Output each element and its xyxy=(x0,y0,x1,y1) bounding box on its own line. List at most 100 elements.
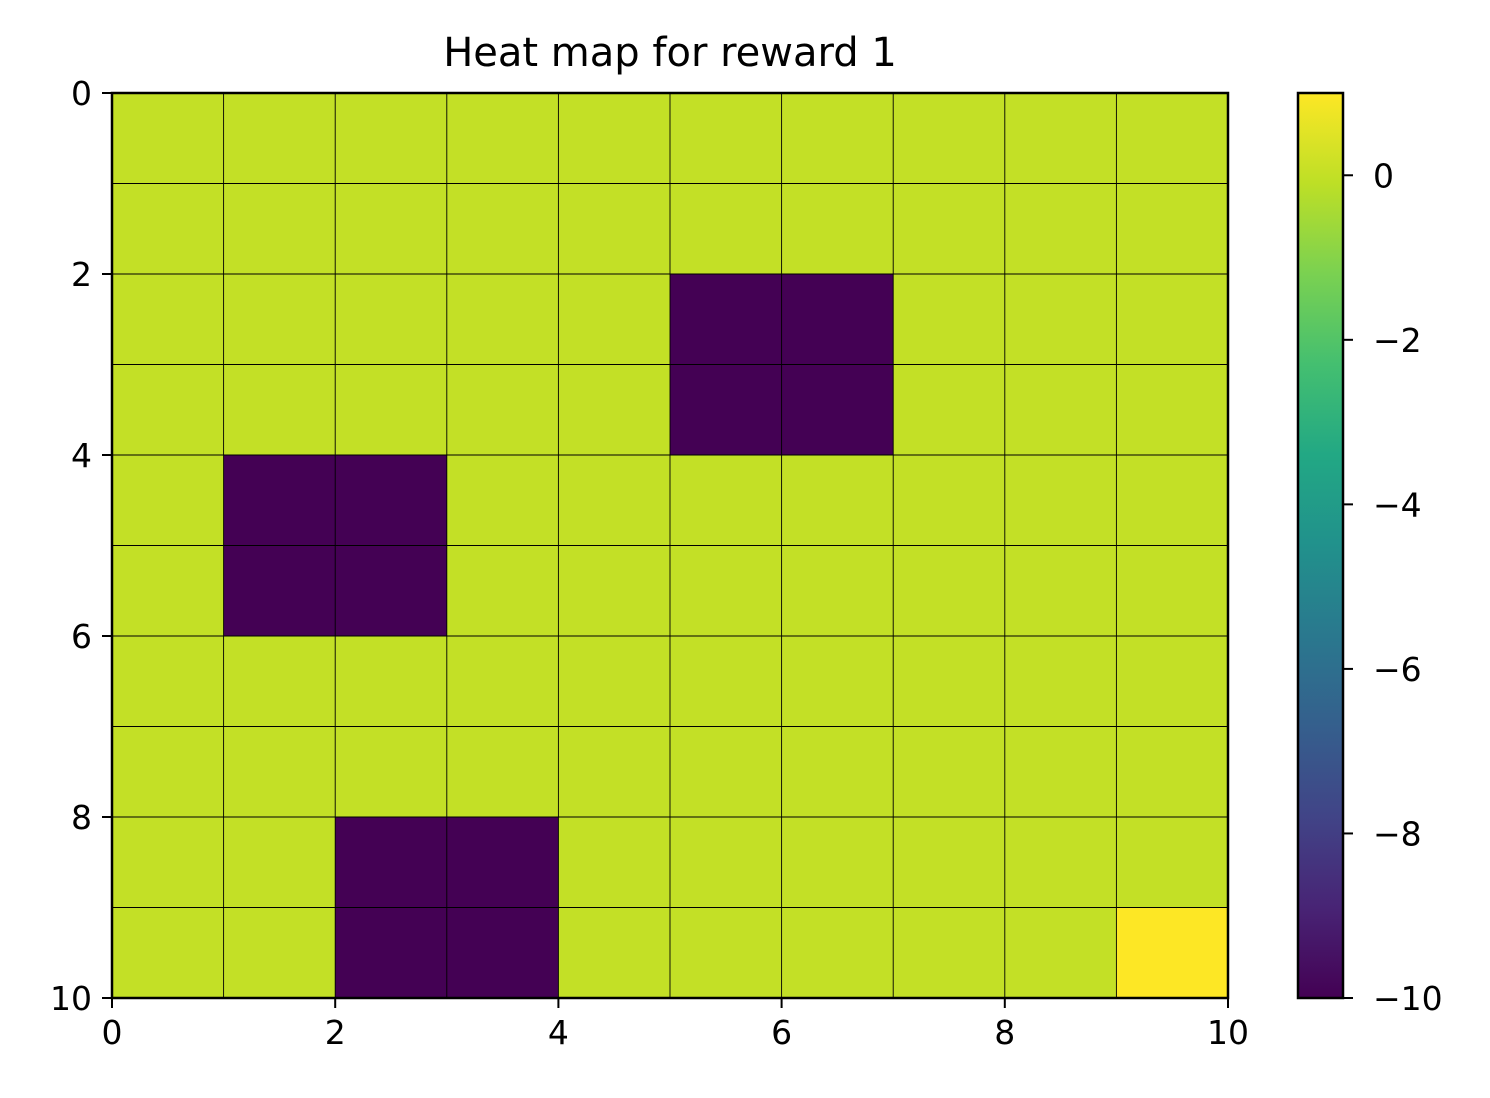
heatmap-cell xyxy=(781,455,894,546)
heatmap-cell xyxy=(558,364,671,456)
plot-frame xyxy=(110,91,1230,1000)
heatmap-cell xyxy=(223,726,336,818)
heatmap-cell xyxy=(223,455,336,546)
heatmap-cell xyxy=(335,455,448,546)
heatmap-cell xyxy=(558,907,671,999)
heatmap-cell xyxy=(335,907,448,999)
heatmap-cell xyxy=(335,274,448,365)
heatmap-cell xyxy=(446,455,559,546)
heatmap-cell xyxy=(893,545,1006,637)
heatmap-cell xyxy=(223,636,336,727)
heatmap-cell xyxy=(112,817,225,908)
x-tick-label: 2 xyxy=(325,1013,346,1052)
grid-lines xyxy=(112,93,1228,998)
y-axis: 0 2 4 6 8 10 xyxy=(50,74,112,1018)
heatmap-cell xyxy=(1004,907,1117,999)
heatmap-cell xyxy=(335,545,448,637)
heatmap-cell xyxy=(558,636,671,727)
heatmap-cell xyxy=(1116,907,1229,999)
heatmap-cell xyxy=(1116,726,1229,818)
heatmap-cell xyxy=(335,817,448,908)
heatmap-cell xyxy=(893,274,1006,365)
y-tick-label: 6 xyxy=(71,617,92,656)
heatmap-cell xyxy=(558,274,671,365)
heatmap-cell xyxy=(893,364,1006,456)
heatmap-cell xyxy=(670,364,783,456)
colorbar: 0 −2 −4 −6 −8 −10 xyxy=(1296,91,1443,1018)
y-tick-label: 10 xyxy=(50,979,92,1018)
heatmap-cell xyxy=(1116,93,1229,184)
heatmap-cell xyxy=(1004,183,1117,275)
heatmap-cell xyxy=(112,183,225,275)
heatmap-cell xyxy=(670,274,783,365)
x-tick-label: 0 xyxy=(102,1013,123,1052)
heatmap-cell xyxy=(1004,455,1117,546)
heatmap-cell xyxy=(112,545,225,637)
heatmap-cell xyxy=(1004,364,1117,456)
heatmap-cell xyxy=(1116,817,1229,908)
colorbar-tick-label: −2 xyxy=(1373,321,1422,360)
heatmap-cell xyxy=(1004,93,1117,184)
heatmap-cell xyxy=(893,726,1006,818)
heatmap-cell xyxy=(558,726,671,818)
heatmap-cell xyxy=(446,817,559,908)
colorbar-tick-label: −6 xyxy=(1373,650,1422,689)
heatmap-cell xyxy=(112,274,225,365)
heatmap-cell xyxy=(446,545,559,637)
heatmap-cell xyxy=(335,183,448,275)
heatmap-cell xyxy=(112,455,225,546)
heatmap-cell xyxy=(781,726,894,818)
heatmap-cell xyxy=(112,636,225,727)
heatmap-cell xyxy=(781,183,894,275)
heatmap-cell xyxy=(223,545,336,637)
y-tick-label: 8 xyxy=(71,798,92,837)
x-tick-label: 8 xyxy=(994,1013,1015,1052)
heatmap-cell xyxy=(446,907,559,999)
colorbar-tick-label: 0 xyxy=(1373,156,1394,195)
heatmap-cell xyxy=(781,545,894,637)
heatmap-cell xyxy=(781,817,894,908)
heatmap-cell xyxy=(781,636,894,727)
y-tick-label: 4 xyxy=(71,436,92,475)
heatmap-cell xyxy=(446,726,559,818)
heatmap-cell xyxy=(1004,726,1117,818)
heatmap-cell xyxy=(112,907,225,999)
colorbar-tick-label: −4 xyxy=(1373,485,1422,524)
colorbar-tick-label: −10 xyxy=(1373,979,1443,1018)
colorbar-gradient xyxy=(1296,91,1345,1000)
heatmap-cell xyxy=(1004,817,1117,908)
heatmap-cell xyxy=(335,726,448,818)
heatmap-cell xyxy=(112,726,225,818)
heatmap-cell xyxy=(1116,545,1229,637)
heatmap-cell xyxy=(670,455,783,546)
y-tick-label: 2 xyxy=(71,255,92,294)
colorbar-ticks: 0 −2 −4 −6 −8 −10 xyxy=(1343,156,1443,1018)
x-tick-label: 6 xyxy=(771,1013,792,1052)
heatmap-cell xyxy=(781,907,894,999)
heatmap-cell xyxy=(893,907,1006,999)
x-tick-label: 10 xyxy=(1207,1013,1249,1052)
heatmap-cell xyxy=(112,364,225,456)
heatmap-cell xyxy=(223,274,336,365)
heatmap-cell xyxy=(1004,636,1117,727)
heatmap-cell xyxy=(893,817,1006,908)
colorbar-tick-label: −8 xyxy=(1373,814,1422,853)
heatmap-cell xyxy=(781,364,894,456)
heatmap-cell xyxy=(335,364,448,456)
heatmap-cell xyxy=(558,817,671,908)
heatmap-cell xyxy=(1116,274,1229,365)
heatmap-cell xyxy=(670,636,783,727)
chart-title: Heat map for reward 1 xyxy=(443,30,897,76)
heatmap-cell xyxy=(1116,455,1229,546)
heatmap-cell xyxy=(670,726,783,818)
heatmap-cell xyxy=(558,93,671,184)
heatmap-cell xyxy=(223,817,336,908)
heatmap-cell xyxy=(446,183,559,275)
heatmap-cell xyxy=(893,636,1006,727)
heatmap-cell xyxy=(1116,636,1229,727)
heatmap-cell xyxy=(1004,274,1117,365)
heatmap-cell xyxy=(335,93,448,184)
x-tick-label: 4 xyxy=(548,1013,569,1052)
